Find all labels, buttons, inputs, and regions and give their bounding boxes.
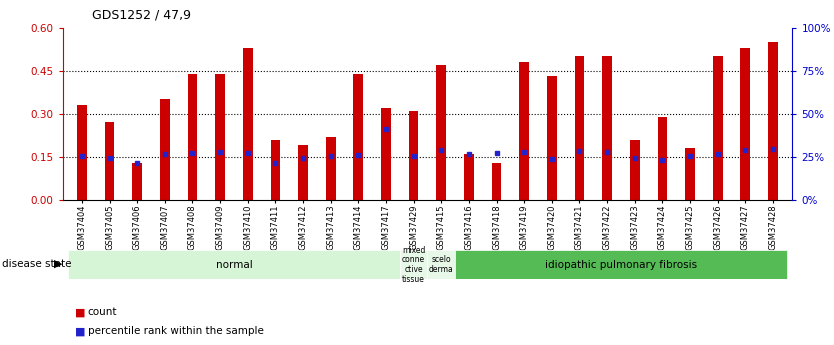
Bar — [68, 250, 399, 279]
Text: normal: normal — [215, 260, 253, 270]
Text: GDS1252 / 47,9: GDS1252 / 47,9 — [92, 9, 191, 22]
Text: ■: ■ — [75, 307, 86, 317]
Bar — [657, 117, 667, 200]
Text: mixed
conne
ctive
tissue: mixed conne ctive tissue — [402, 246, 425, 284]
Bar — [741, 48, 750, 200]
Bar — [713, 56, 722, 200]
Bar — [215, 73, 225, 200]
Bar — [520, 62, 529, 200]
Bar — [299, 146, 308, 200]
Text: count: count — [88, 307, 117, 317]
Bar — [326, 137, 335, 200]
Text: percentile rank within the sample: percentile rank within the sample — [88, 326, 264, 336]
Bar — [686, 148, 695, 200]
Bar — [354, 73, 363, 200]
Text: idiopathic pulmonary fibrosis: idiopathic pulmonary fibrosis — [545, 260, 697, 270]
Bar — [399, 250, 427, 279]
Bar — [630, 140, 640, 200]
Bar — [575, 56, 585, 200]
Text: ▶: ▶ — [54, 259, 63, 269]
Bar — [77, 105, 87, 200]
Bar — [464, 154, 474, 200]
Bar — [381, 108, 391, 200]
Text: disease state: disease state — [2, 259, 71, 269]
Bar — [105, 122, 114, 200]
Bar — [436, 65, 446, 200]
Bar — [455, 250, 786, 279]
Bar — [547, 77, 556, 200]
Bar — [270, 140, 280, 200]
Bar — [188, 73, 198, 200]
Bar — [160, 99, 169, 200]
Bar — [602, 56, 612, 200]
Bar — [409, 111, 419, 200]
Bar — [768, 42, 778, 200]
Text: scelo
derma: scelo derma — [429, 255, 454, 274]
Bar — [133, 163, 142, 200]
Bar — [427, 250, 455, 279]
Bar — [243, 48, 253, 200]
Bar — [492, 163, 501, 200]
Text: ■: ■ — [75, 326, 86, 336]
